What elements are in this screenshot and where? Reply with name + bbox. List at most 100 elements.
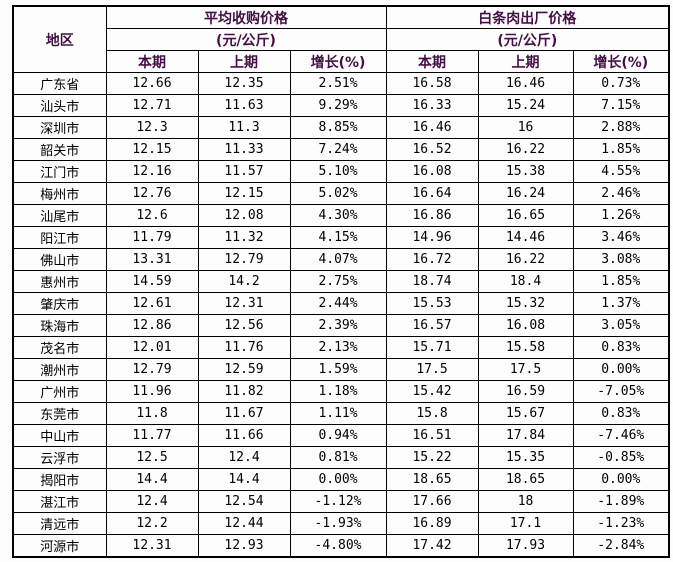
value-cell: 1.11% (289, 402, 387, 425)
value-cell: 1.26% (572, 204, 670, 227)
value-cell: 11.77 (105, 424, 199, 447)
region-cell: 佛山市 (12, 248, 107, 271)
table-row: 广东省 12.66 12.35 2.51% 16.58 16.46 0.73% (12, 72, 670, 95)
region-cell: 云浮市 (12, 446, 107, 469)
value-cell: 1.37% (572, 292, 670, 315)
table-row: 河源市 12.31 12.93 -4.80% 17.42 17.93 -2.84% (12, 534, 670, 558)
value-cell: 11.82 (197, 380, 291, 403)
value-cell: 0.73% (572, 72, 670, 95)
value-cell: 12.31 (197, 292, 291, 315)
value-cell: 15.58 (477, 336, 574, 359)
value-cell: 12.15 (197, 182, 291, 205)
value-cell: 11.76 (197, 336, 291, 359)
value-cell: 15.22 (385, 446, 479, 469)
value-cell: 12.93 (197, 534, 291, 558)
table-wrap: 地区 平均收购价格 白条肉出厂价格 (元/公斤) (元/公斤) 本期 上期 增长… (12, 5, 671, 558)
value-cell: -1.93% (289, 512, 387, 535)
table-row: 广州市 11.96 11.82 1.18% 15.42 16.59 -7.05% (12, 380, 670, 403)
value-cell: 12.08 (197, 204, 291, 227)
table-row: 汕头市 12.71 11.63 9.29% 16.33 15.24 7.15% (12, 94, 670, 117)
value-cell: -7.05% (572, 380, 670, 403)
region-cell: 湛江市 (12, 490, 107, 513)
value-cell: 16.64 (385, 182, 479, 205)
table-row: 惠州市 14.59 14.2 2.75% 18.74 18.4 1.85% (12, 270, 670, 293)
value-cell: 16.08 (385, 160, 479, 183)
header-row-subheaders: 本期 上期 增长(%) 本期 上期 增长(%) (13, 50, 670, 73)
value-cell: 1.18% (289, 380, 387, 403)
region-cell: 潮州市 (12, 358, 107, 381)
value-cell: 7.15% (572, 94, 670, 117)
value-cell: 12.54 (197, 490, 291, 513)
value-cell: -1.89% (572, 490, 670, 513)
value-cell: 12.35 (197, 72, 291, 95)
table-row: 梅州市 12.76 12.15 5.02% 16.64 16.24 2.46% (12, 182, 670, 205)
price-table: 地区 平均收购价格 白条肉出厂价格 (元/公斤) (元/公斤) 本期 上期 增长… (12, 5, 671, 558)
value-cell: 9.29% (289, 94, 387, 117)
value-cell: 2.75% (289, 270, 387, 293)
value-cell: 16.46 (477, 72, 574, 95)
value-cell: 12.6 (105, 204, 199, 227)
value-cell: 17.84 (477, 424, 574, 447)
value-cell: 8.85% (289, 116, 387, 139)
table-row: 肇庆市 12.61 12.31 2.44% 15.53 15.32 1.37% (12, 292, 670, 315)
value-cell: 18.4 (477, 270, 574, 293)
purchase-price-group-header: 平均收购价格 (105, 5, 387, 29)
value-cell: 15.71 (385, 336, 479, 359)
value-cell: 5.02% (289, 182, 387, 205)
region-cell: 梅州市 (12, 182, 107, 205)
value-cell: 2.44% (289, 292, 387, 315)
value-cell: 1.85% (572, 270, 670, 293)
region-cell: 广东省 (12, 72, 107, 95)
table-header: 地区 平均收购价格 白条肉出厂价格 (元/公斤) (元/公斤) 本期 上期 增长… (12, 5, 670, 73)
region-cell: 珠海市 (12, 314, 107, 337)
value-cell: 0.00% (289, 468, 387, 491)
value-cell: 14.96 (385, 226, 479, 249)
value-cell: 0.00% (572, 358, 670, 381)
table-row: 中山市 11.77 11.66 0.94% 16.51 17.84 -7.46% (12, 424, 670, 447)
table-row: 深圳市 12.3 11.3 8.85% 16.46 16 2.88% (12, 116, 670, 139)
value-cell: 15.42 (385, 380, 479, 403)
region-cell: 中山市 (12, 424, 107, 447)
region-cell: 清远市 (12, 512, 107, 535)
value-cell: 15.67 (477, 402, 574, 425)
table-row: 潮州市 12.79 12.59 1.59% 17.5 17.5 0.00% (12, 358, 670, 381)
table-row: 阳江市 11.79 11.32 4.15% 14.96 14.46 3.46% (12, 226, 670, 249)
region-cell: 深圳市 (12, 116, 107, 139)
value-cell: 12.56 (197, 314, 291, 337)
value-cell: 15.24 (477, 94, 574, 117)
value-cell: 14.59 (105, 270, 199, 293)
value-cell: 12.71 (105, 94, 199, 117)
value-cell: -0.85% (572, 446, 670, 469)
value-cell: 18 (477, 490, 574, 513)
value-cell: 16.22 (477, 248, 574, 271)
value-cell: 12.79 (105, 358, 199, 381)
value-cell: 12.66 (105, 72, 199, 95)
table-row: 佛山市 13.31 12.79 4.07% 16.72 16.22 3.08% (12, 248, 670, 271)
value-cell: 0.83% (572, 402, 670, 425)
value-cell: 3.08% (572, 248, 670, 271)
value-cell: 17.5 (385, 358, 479, 381)
carcass-price-unit: (元/公斤) (385, 28, 670, 51)
region-cell: 揭阳市 (12, 468, 107, 491)
header-row-unit: (元/公斤) (元/公斤) (13, 28, 670, 51)
value-cell: 12.86 (105, 314, 199, 337)
table-row: 清远市 12.2 12.44 -1.93% 16.89 17.1 -1.23% (12, 512, 670, 535)
value-cell: 13.31 (105, 248, 199, 271)
value-cell: 18.65 (385, 468, 479, 491)
carcass-price-group-header: 白条肉出厂价格 (385, 5, 670, 29)
value-cell: 17.5 (477, 358, 574, 381)
table-row: 韶关市 12.15 11.33 7.24% 16.52 16.22 1.85% (12, 138, 670, 161)
value-cell: 17.1 (477, 512, 574, 535)
value-cell: -1.23% (572, 512, 670, 535)
value-cell: 15.35 (477, 446, 574, 469)
value-cell: 14.46 (477, 226, 574, 249)
value-cell: 1.85% (572, 138, 670, 161)
region-cell: 茂名市 (12, 336, 107, 359)
value-cell: 7.24% (289, 138, 387, 161)
value-cell: 16.89 (385, 512, 479, 535)
value-cell: 16.08 (477, 314, 574, 337)
value-cell: 18.74 (385, 270, 479, 293)
purchase-price-unit: (元/公斤) (105, 28, 387, 51)
region-column-header: 地区 (12, 5, 107, 73)
